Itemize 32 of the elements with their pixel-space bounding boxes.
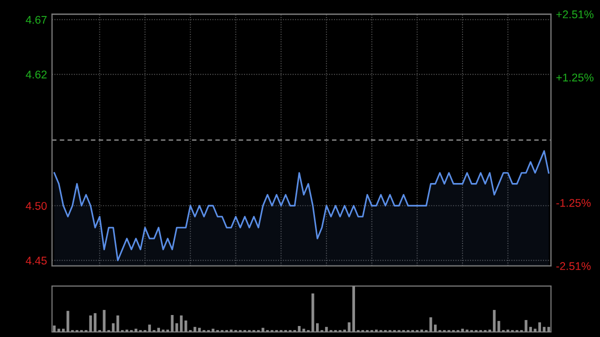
bar (302, 328, 306, 332)
y2-tick-label: -2.51% (556, 262, 591, 270)
bar (94, 313, 96, 332)
bar (102, 310, 106, 332)
y2-tick-label: -1.25% (556, 198, 591, 207)
bar (175, 323, 178, 332)
bar (316, 323, 319, 332)
bar (170, 314, 174, 332)
bar (298, 326, 301, 332)
bar (180, 315, 183, 332)
y-tick-label: 4.45 (26, 256, 47, 265)
bar (352, 286, 356, 332)
y-tick-label: 4.62 (26, 70, 47, 78)
bar (538, 322, 541, 332)
bar (52, 326, 56, 332)
y-tick-label: 4.50 (26, 202, 47, 210)
bar (348, 322, 350, 332)
y2-tick-label: +2.51% (556, 10, 594, 18)
bar (434, 324, 437, 332)
bar (547, 326, 550, 332)
y2-tick-label: +1.25% (556, 74, 594, 82)
y-tick-label: 4.67 (26, 16, 47, 24)
bar (57, 328, 60, 332)
bar (311, 293, 314, 332)
bar (497, 320, 500, 332)
bar (116, 315, 120, 332)
bar (112, 323, 115, 332)
bar (62, 328, 65, 332)
bar (184, 320, 188, 332)
bar (492, 310, 496, 332)
bar (429, 317, 432, 332)
bar (542, 326, 546, 332)
